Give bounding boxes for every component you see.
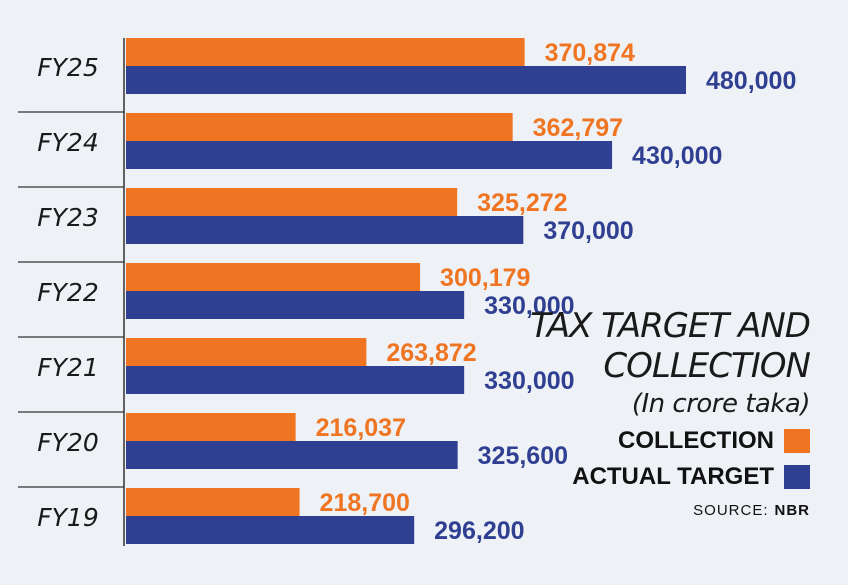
value-label-collection-fy22: 300,179	[440, 264, 530, 292]
bar-collection-fy24	[126, 113, 513, 141]
category-label-fy21: FY21	[37, 353, 98, 382]
value-label-collection-fy23: 325,272	[477, 189, 567, 217]
legend-swatch-actual-target	[784, 465, 810, 489]
bar-collection-fy21	[126, 338, 367, 366]
value-label-collection-fy20: 216,037	[316, 414, 406, 442]
value-label-target-fy23: 370,000	[543, 217, 633, 245]
chart-subtitle: (In crore taka)	[631, 389, 811, 419]
chart-title-block: TAX TARGET AND COLLECTION (In crore taka…	[530, 306, 811, 519]
category-label-fy19: FY19	[37, 503, 98, 532]
bar-target-fy19	[126, 516, 415, 544]
bar-target-fy21	[126, 366, 465, 394]
category-label-fy20: FY20	[37, 428, 98, 457]
category-label-fy25: FY25	[37, 53, 98, 82]
bar-target-fy23	[126, 216, 524, 244]
category-label-fy23: FY23	[37, 203, 98, 232]
source-name: NBR	[774, 502, 810, 519]
category-label-fy24: FY24	[37, 128, 98, 157]
value-label-collection-fy19: 218,700	[320, 489, 410, 517]
bar-collection-fy25	[126, 38, 525, 66]
source-label: SOURCE:	[693, 502, 769, 519]
value-label-collection-fy21: 263,872	[386, 339, 476, 367]
bar-collection-fy19	[126, 488, 300, 516]
bar-target-fy24	[126, 141, 613, 169]
bar-target-fy20	[126, 441, 458, 469]
value-label-collection-fy24: 362,797	[533, 114, 623, 142]
value-label-target-fy20: 325,600	[478, 442, 568, 470]
value-label-collection-fy25: 370,874	[545, 39, 635, 67]
legend-label-actual-target: ACTUAL TARGET	[572, 463, 774, 490]
value-label-target-fy21: 330,000	[484, 367, 574, 395]
legend-item-actual-target: ACTUAL TARGET	[530, 460, 810, 494]
legend-item-collection: COLLECTION	[530, 424, 810, 458]
value-label-target-fy24: 430,000	[632, 142, 722, 170]
value-label-target-fy25: 480,000	[706, 67, 796, 95]
bar-collection-fy22	[126, 263, 421, 291]
source-line: SOURCE: NBR	[530, 502, 810, 519]
bar-target-fy22	[126, 291, 465, 319]
legend-swatch-collection	[784, 429, 810, 453]
bar-collection-fy20	[126, 413, 296, 441]
bar-collection-fy23	[126, 188, 458, 216]
bar-target-fy25	[126, 66, 686, 94]
legend-label-collection: COLLECTION	[618, 427, 774, 454]
chart-title-line-1: TAX TARGET AND	[530, 306, 811, 346]
chart-title-line-2: COLLECTION	[603, 346, 811, 386]
value-label-target-fy22: 330,000	[484, 292, 574, 320]
category-label-fy22: FY22	[37, 278, 98, 307]
value-label-target-fy19: 296,200	[434, 517, 524, 545]
